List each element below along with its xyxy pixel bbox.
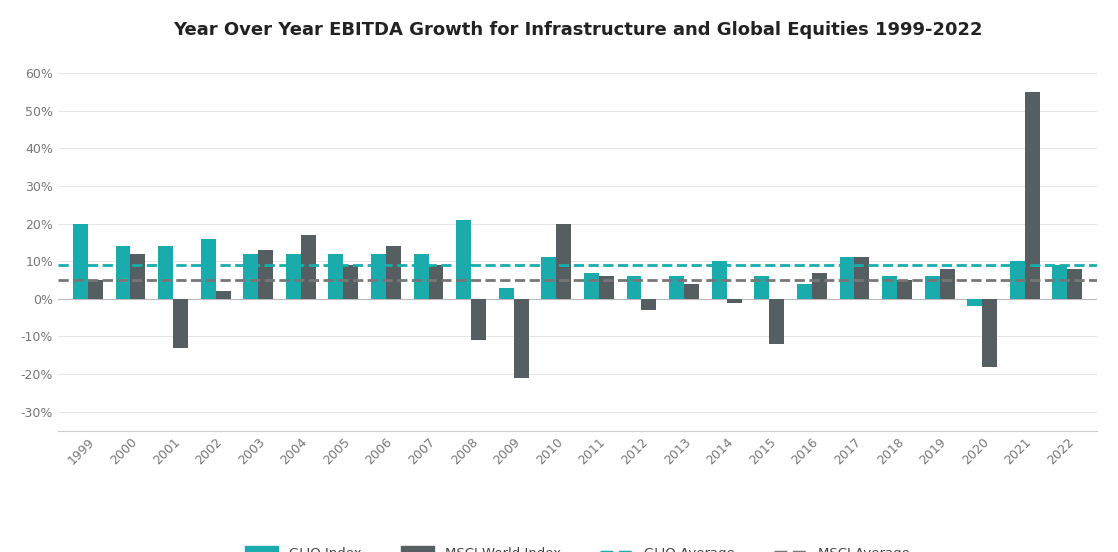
Bar: [1010, 261, 1025, 299]
Bar: [684, 284, 699, 299]
Title: Year Over Year EBITDA Growth for Infrastructure and Global Equities 1999-2022: Year Over Year EBITDA Growth for Infrast…: [173, 21, 983, 39]
Bar: [967, 299, 983, 306]
Bar: [812, 273, 826, 299]
Bar: [115, 246, 131, 299]
Bar: [897, 280, 912, 299]
Bar: [983, 299, 997, 367]
Bar: [712, 261, 727, 299]
Bar: [557, 224, 571, 299]
Bar: [1025, 92, 1040, 299]
Bar: [755, 277, 769, 299]
Bar: [882, 277, 897, 299]
Bar: [727, 299, 741, 302]
Bar: [371, 254, 386, 299]
Legend: GLIO Index, MSCI World Index, GLIO Average, MSCI Average: GLIO Index, MSCI World Index, GLIO Avera…: [239, 539, 917, 552]
Bar: [584, 273, 599, 299]
Bar: [626, 277, 642, 299]
Bar: [769, 299, 784, 344]
Bar: [541, 257, 557, 299]
Bar: [471, 299, 486, 340]
Bar: [939, 269, 955, 299]
Bar: [131, 254, 145, 299]
Bar: [1052, 265, 1068, 299]
Bar: [343, 265, 358, 299]
Bar: [499, 288, 514, 299]
Bar: [428, 265, 444, 299]
Bar: [840, 257, 854, 299]
Bar: [329, 254, 343, 299]
Bar: [88, 280, 103, 299]
Bar: [854, 257, 870, 299]
Bar: [216, 291, 230, 299]
Bar: [201, 238, 216, 299]
Bar: [73, 224, 88, 299]
Bar: [258, 250, 273, 299]
Bar: [158, 246, 173, 299]
Bar: [414, 254, 428, 299]
Bar: [925, 277, 939, 299]
Bar: [670, 277, 684, 299]
Bar: [514, 299, 529, 378]
Bar: [286, 254, 301, 299]
Bar: [244, 254, 258, 299]
Bar: [456, 220, 471, 299]
Bar: [599, 277, 614, 299]
Bar: [386, 246, 401, 299]
Bar: [1068, 269, 1082, 299]
Bar: [301, 235, 315, 299]
Bar: [797, 284, 812, 299]
Bar: [173, 299, 188, 348]
Bar: [642, 299, 656, 310]
